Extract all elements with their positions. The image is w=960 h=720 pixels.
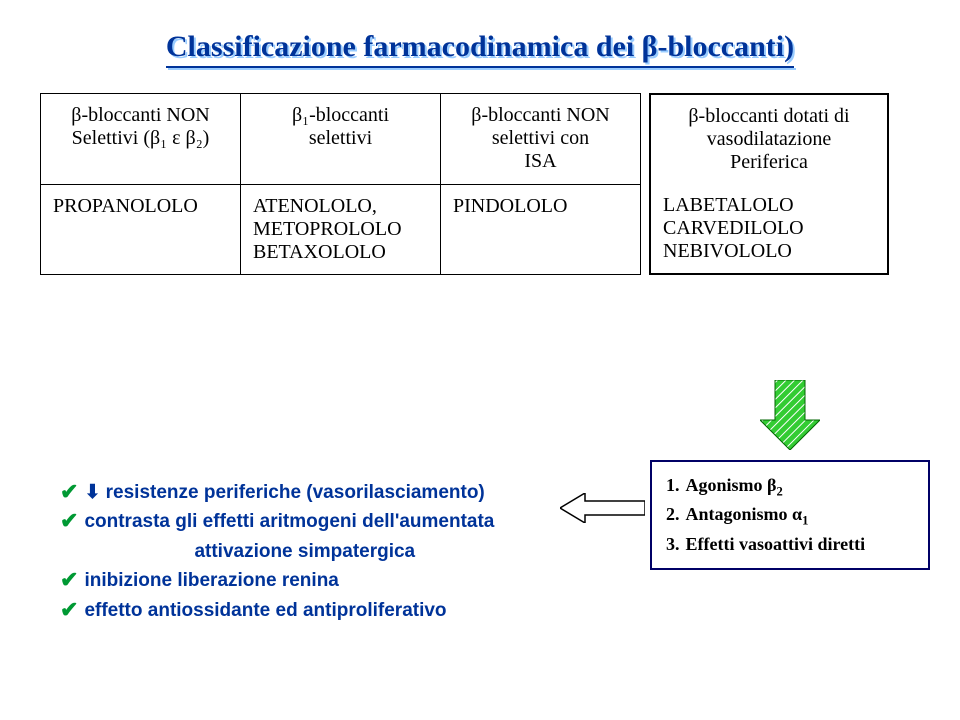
bullet-text: effetto antiossidante ed antiproliferati…	[84, 596, 446, 625]
item-number: 1.	[666, 472, 680, 501]
table-body-row: PROPANOLOLO ATENOLOLO, METOPROLOLO BETAX…	[41, 184, 641, 275]
sidebox-header-text: Periferica	[663, 151, 875, 174]
vasodilation-box: β-bloccanti dotati di vasodilatazione Pe…	[649, 93, 889, 275]
list-item: ✔ effetto antiossidante ed antiprolifera…	[60, 596, 560, 625]
cell-text: ATENOLOLO, METOPROLOLO	[253, 195, 428, 241]
sidebox-drug: NEBIVOLOLO	[663, 240, 875, 263]
page-title: Classificazione farmacodinamica dei β-bl…	[166, 30, 794, 68]
sidebox-header: β-bloccanti dotati di vasodilatazione Pe…	[651, 95, 887, 184]
sidebox-drug: CARVEDILOLO	[663, 217, 875, 240]
cell-text: BETAXOLOLO	[253, 241, 428, 264]
item-subscript: 2	[777, 485, 783, 499]
header-text: Selettivi (β₁ ε β₂)	[53, 127, 228, 150]
classification-table: β-bloccanti NON Selettivi (β₁ ε β₂) β₁-b…	[40, 93, 641, 275]
sidebox-drug: LABETALOLO	[663, 194, 875, 217]
effects-list: ✔ ⬇ resistenze periferiche (vasorilascia…	[60, 478, 560, 625]
mechanisms-box: 1. Agonismo β2 2. Antagonismo α1 3. Effe…	[650, 460, 930, 570]
bullet-text: contrasta gli effetti aritmogeni dell'au…	[84, 507, 494, 566]
bullet-line: contrasta gli effetti aritmogeni dell'au…	[84, 511, 494, 532]
item-text: Agonismo β2	[686, 472, 783, 501]
header-text: ISA	[453, 150, 628, 173]
item-label: Antagonismo α	[686, 504, 803, 524]
header-non-selective: β-bloccanti NON Selettivi (β₁ ε β₂)	[41, 94, 241, 185]
header-text: β-bloccanti NON	[53, 104, 228, 127]
list-item: ✔ inibizione liberazione renina	[60, 566, 560, 595]
check-icon: ✔	[60, 566, 78, 595]
mechanism-item: 3. Effetti vasoattivi diretti	[666, 531, 914, 558]
header-non-selective-isa: β-bloccanti NON selettivi con ISA	[441, 94, 641, 185]
item-number: 3.	[666, 531, 680, 558]
header-text: β₁-bloccanti	[253, 104, 428, 127]
title-container: Classificazione farmacodinamica dei β-bl…	[40, 30, 920, 68]
item-subscript: 1	[802, 514, 808, 528]
item-text: Antagonismo α1	[686, 501, 809, 530]
bullet-text: ⬇ resistenze periferiche (vasorilasciame…	[84, 478, 484, 507]
cell-propanololo: PROPANOLOLO	[41, 184, 241, 275]
list-item: ✔ ⬇ resistenze periferiche (vasorilascia…	[60, 478, 560, 507]
classification-table-zone: β-bloccanti NON Selettivi (β₁ ε β₂) β₁-b…	[40, 93, 920, 275]
header-text: β-bloccanti NON selettivi con	[453, 104, 628, 150]
check-icon: ✔	[60, 596, 78, 625]
arrow-down-icon	[760, 380, 820, 450]
cell-pindololo: PINDOLOLO	[441, 184, 641, 275]
sidebox-header-text: β-bloccanti dotati di vasodilatazione	[663, 105, 875, 151]
mechanism-item: 2. Antagonismo α1	[666, 501, 914, 530]
check-icon: ✔	[60, 478, 78, 507]
cell-text: PINDOLOLO	[453, 195, 628, 218]
item-label: Agonismo β	[686, 475, 777, 495]
mechanism-item: 1. Agonismo β2	[666, 472, 914, 501]
cell-atenololo-group: ATENOLOLO, METOPROLOLO BETAXOLOLO	[241, 184, 441, 275]
header-b1-selective: β₁-bloccanti selettivi	[241, 94, 441, 185]
cell-text: PROPANOLOLO	[53, 195, 228, 218]
item-number: 2.	[666, 501, 680, 530]
check-icon: ✔	[60, 507, 78, 536]
table-header-row: β-bloccanti NON Selettivi (β₁ ε β₂) β₁-b…	[41, 94, 641, 185]
item-text: Effetti vasoattivi diretti	[686, 531, 866, 558]
bullet-text: inibizione liberazione renina	[84, 566, 338, 595]
header-text: selettivi	[253, 127, 428, 150]
list-item: ✔ contrasta gli effetti aritmogeni dell'…	[60, 507, 560, 566]
bullet-line: attivazione simpatergica	[84, 541, 415, 562]
sidebox-body: LABETALOLO CARVEDILOLO NEBIVOLOLO	[651, 184, 887, 273]
arrow-left-icon	[560, 493, 645, 523]
